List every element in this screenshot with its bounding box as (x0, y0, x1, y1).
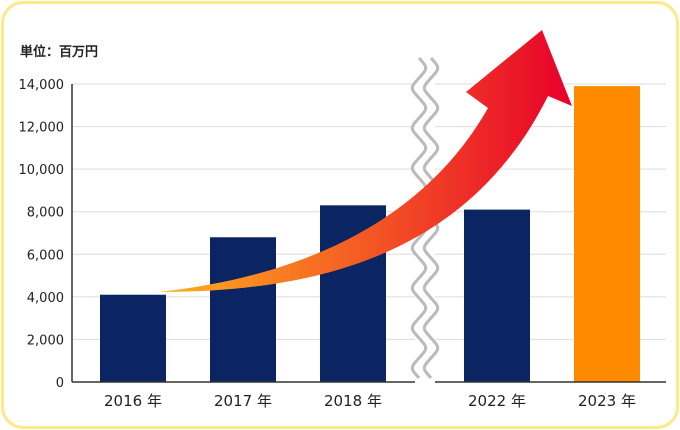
y-tick-label: 12,000 (19, 121, 65, 136)
bar-highlight (574, 86, 640, 382)
y-tick-label: 8,000 (27, 206, 64, 221)
y-tick-label: 6,000 (27, 248, 64, 263)
x-tick-label: 2018 年 (324, 392, 382, 410)
bar (210, 237, 276, 382)
unit-label: 単位：百万円 (20, 45, 99, 60)
growth-arrow (158, 30, 572, 292)
y-tick-label: 10,000 (19, 163, 65, 178)
x-tick-label: 2022 年 (468, 392, 526, 410)
x-tick-label: 2017 年 (214, 392, 272, 410)
y-tick-label: 4,000 (27, 291, 64, 306)
bar (100, 294, 166, 382)
y-tick-label: 14,000 (19, 78, 65, 93)
x-tick-label: 2023 年 (578, 392, 636, 410)
y-tick-label: 2,000 (27, 333, 64, 348)
bar (464, 209, 530, 382)
y-tick-label: 0 (56, 376, 64, 391)
x-tick-label: 2016 年 (104, 392, 162, 410)
